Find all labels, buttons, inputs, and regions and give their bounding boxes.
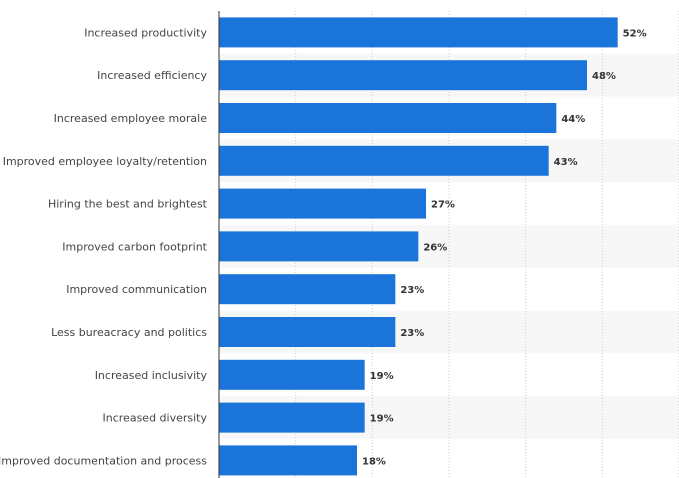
category-label: Improved communication [66,283,207,296]
bar [219,145,549,176]
bar [219,231,419,262]
category-label: Less bureacracy and politics [51,326,207,339]
bar [219,445,357,476]
category-label: Improved carbon footprint [62,240,207,253]
bar [219,103,557,133]
category-labels: Increased productivity Increased efficien… [0,26,208,467]
category-label: Increased productivity [84,26,207,39]
category-label: Increased employee morale [54,112,208,125]
bar [219,402,365,433]
value-label: 26% [423,242,447,253]
bars [219,17,618,476]
bar [219,17,618,48]
value-label: 48% [592,71,616,82]
bar [219,188,426,219]
value-label: 19% [370,414,394,425]
category-label: Hiring the best and brightest [48,198,208,211]
value-label: 18% [362,456,386,467]
value-label: 23% [400,285,424,296]
category-label: Increased diversity [103,412,208,425]
value-labels: 52% 48% 44% 43% 27% 26% 23% 23% 19% 19% 18% [362,28,647,467]
category-label: Improved documentation and process [0,454,207,467]
category-label: Increased efficiency [97,69,207,82]
value-label: 19% [370,371,394,382]
value-label: 52% [623,28,647,39]
value-label: 44% [561,114,585,125]
value-label: 43% [554,157,578,168]
category-label: Increased inclusivity [95,369,208,382]
bar [219,274,396,305]
bar [219,317,396,347]
bar [219,60,587,91]
value-label: 23% [400,328,424,339]
category-label: Improved employee loyalty/retention [3,155,207,168]
value-label: 27% [431,200,455,211]
bar [219,359,365,390]
